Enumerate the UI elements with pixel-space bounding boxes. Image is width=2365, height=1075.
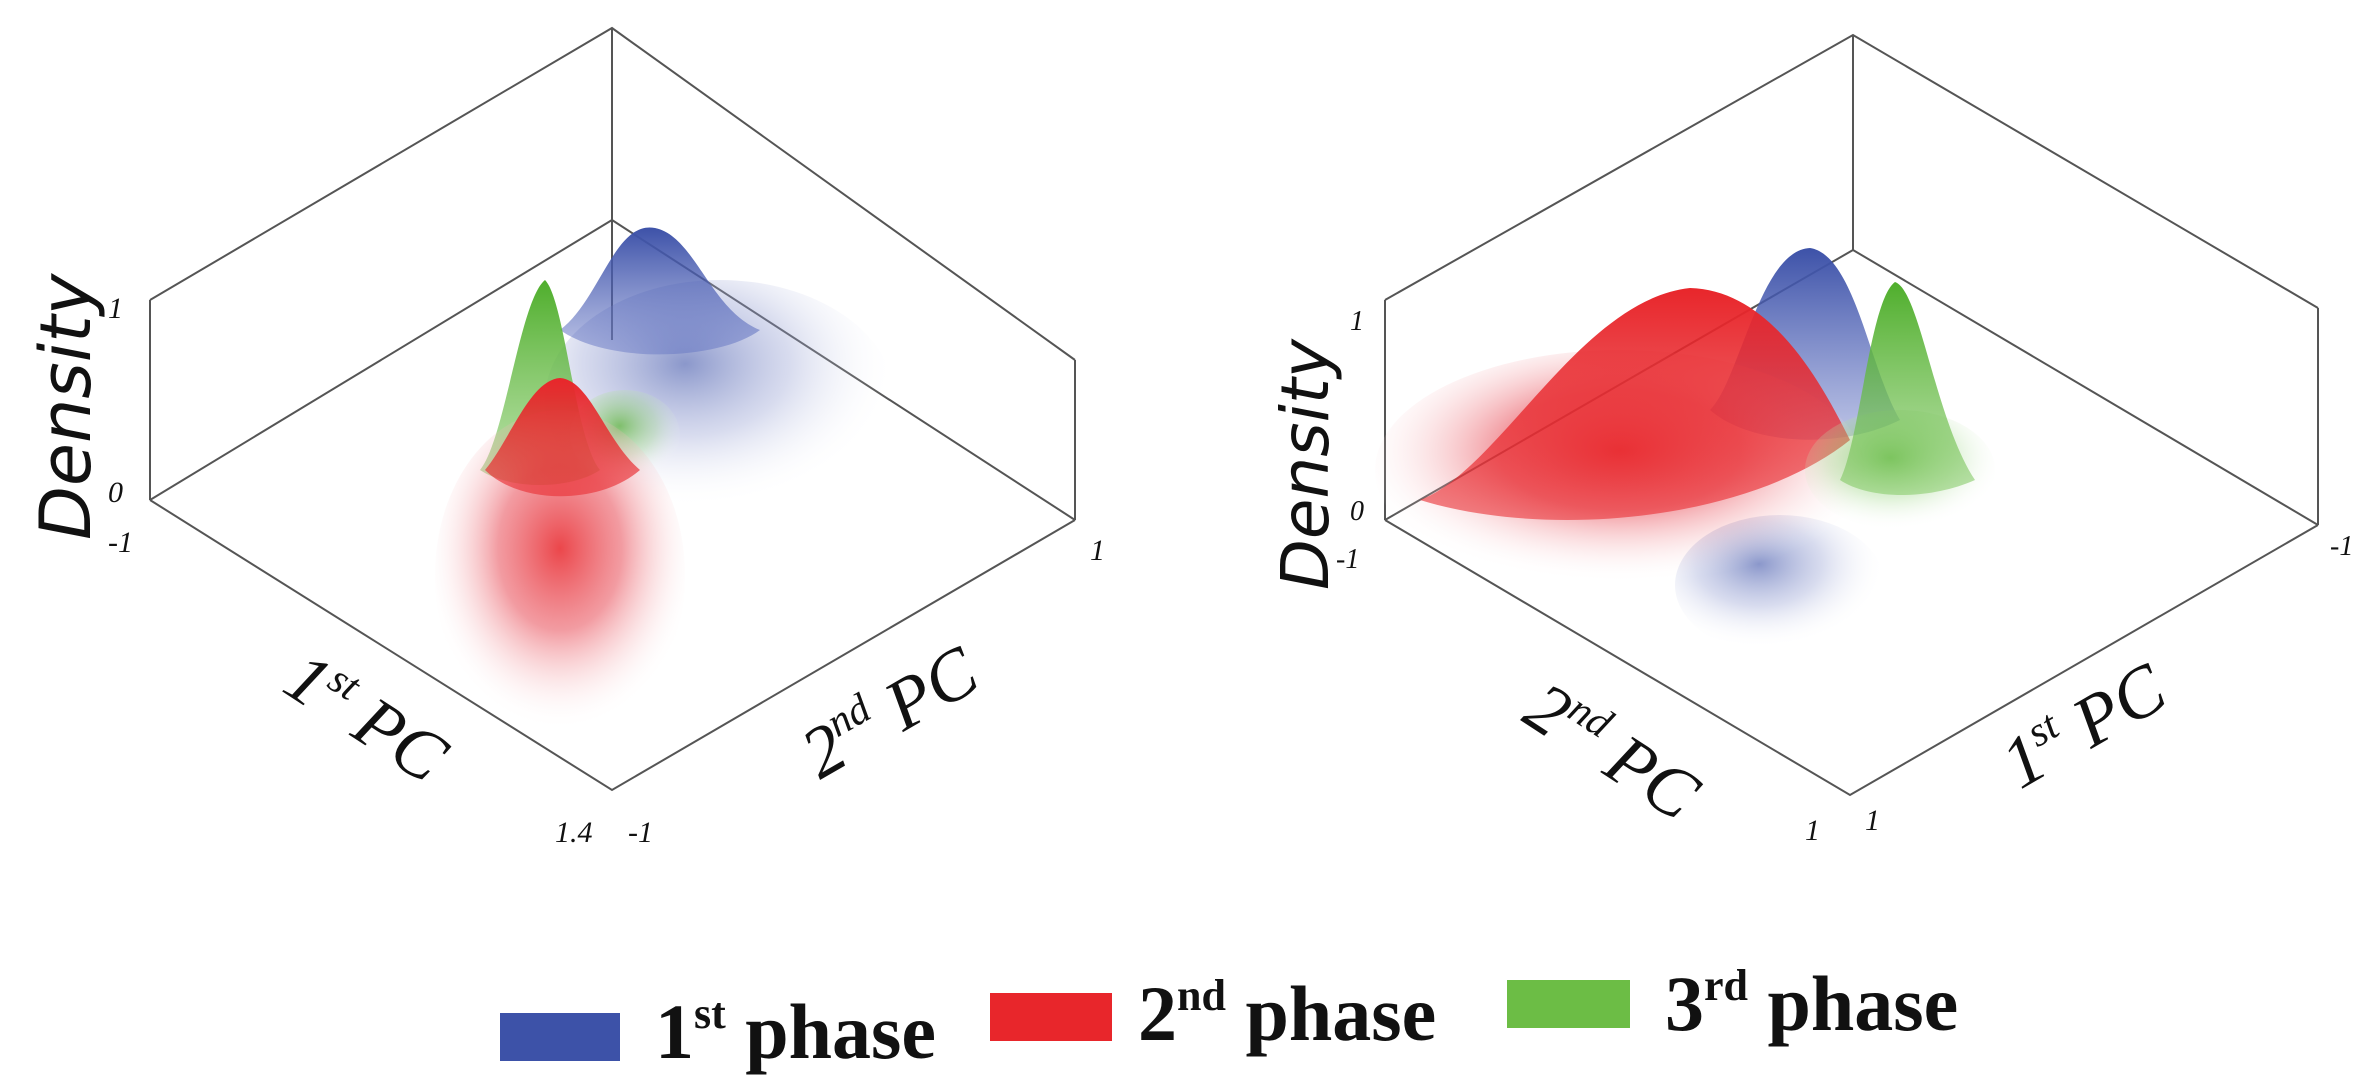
legend-item-3rd-phase: 3rd phase xyxy=(1507,960,1958,1047)
right-chart: Density 1 0 -1 -1 1 1 2nd PC 1st PC xyxy=(1267,33,2353,847)
left-z-tick-1: 1 xyxy=(108,292,123,325)
left-corner-tick-bottom-b: -1 xyxy=(628,816,653,849)
left-x-axis-label: 1st PC xyxy=(271,636,461,798)
right-corner-tick-bottom-a: 1 xyxy=(1805,814,1820,847)
left-corner-tick-bottom-a: 1.4 xyxy=(555,816,593,849)
right-z-axis-label: Density xyxy=(1267,338,1344,590)
left-corner-tick-left: -1 xyxy=(108,526,133,559)
legend-swatch-2nd-phase xyxy=(990,993,1112,1041)
legend-swatch-1st-phase xyxy=(500,1013,620,1061)
right-z-tick-0: 0 xyxy=(1350,496,1364,527)
legend-label-1st-phase: 1st phase xyxy=(655,988,936,1075)
right-corner-tick-left: -1 xyxy=(1336,544,1359,575)
right-y-axis-label: 1st PC xyxy=(1988,647,2180,804)
legend-label-3rd-phase: 3rd phase xyxy=(1665,960,1958,1047)
legend-label-2nd-phase: 2nd phase xyxy=(1138,970,1436,1057)
left-red-base xyxy=(435,410,685,740)
left-y-axis-label: 2nd PC xyxy=(788,630,992,794)
legend: 1st phase 2nd phase 3rd phase xyxy=(500,960,1958,1075)
right-red-peak xyxy=(1420,288,1850,520)
left-z-tick-0: 0 xyxy=(108,476,123,509)
left-blue-peak xyxy=(560,227,760,355)
right-corner-tick-bottom-b: 1 xyxy=(1865,804,1880,837)
right-corner-tick-right: -1 xyxy=(2330,531,2353,562)
right-z-tick-1: 1 xyxy=(1350,306,1364,337)
left-chart: Density 1 0 -1 1 1.4 -1 1st PC 2nd PC xyxy=(25,26,1105,849)
left-z-axis-label: Density xyxy=(25,272,107,540)
legend-item-1st-phase: 1st phase xyxy=(500,988,936,1075)
left-red-peak xyxy=(485,378,640,497)
legend-swatch-3rd-phase xyxy=(1507,980,1630,1028)
right-x-axis-label: 2nd PC xyxy=(1511,666,1713,836)
legend-item-2nd-phase: 2nd phase xyxy=(990,970,1436,1057)
left-corner-tick-right: 1 xyxy=(1090,534,1105,567)
right-green-peak xyxy=(1840,282,1975,495)
